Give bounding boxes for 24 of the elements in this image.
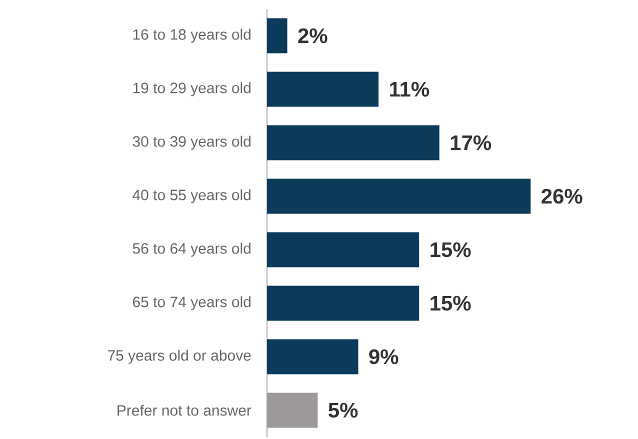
data-label: 11% xyxy=(390,82,430,97)
y-tick-label: 16 to 18 years old xyxy=(133,28,250,43)
bar xyxy=(267,18,288,54)
y-tick-label: 30 to 39 years old xyxy=(132,136,250,150)
y-tick-label: Prefer not to answer xyxy=(118,404,252,416)
bar xyxy=(267,392,318,428)
data-label: 5% xyxy=(328,402,358,418)
bar xyxy=(267,125,440,160)
bar xyxy=(267,339,358,374)
bar xyxy=(267,72,379,107)
y-tick-label: 56 to 64 years old xyxy=(132,242,250,257)
data-label: 9% xyxy=(369,349,398,364)
y-tick-label: 65 to 74 years old xyxy=(132,296,250,310)
data-label: 26% xyxy=(542,188,582,204)
bar xyxy=(267,286,420,321)
data-label: 15% xyxy=(430,296,471,311)
bar xyxy=(267,178,531,214)
bar xyxy=(267,232,420,268)
y-tick-label: 75 years old or above xyxy=(108,350,251,364)
data-label: 15% xyxy=(430,242,471,258)
y-tick-label: 40 to 55 years old xyxy=(132,189,250,204)
data-label: 17% xyxy=(450,135,492,150)
y-tick-label: 19 to 29 years old xyxy=(133,82,250,96)
data-label: 2% xyxy=(298,28,328,44)
